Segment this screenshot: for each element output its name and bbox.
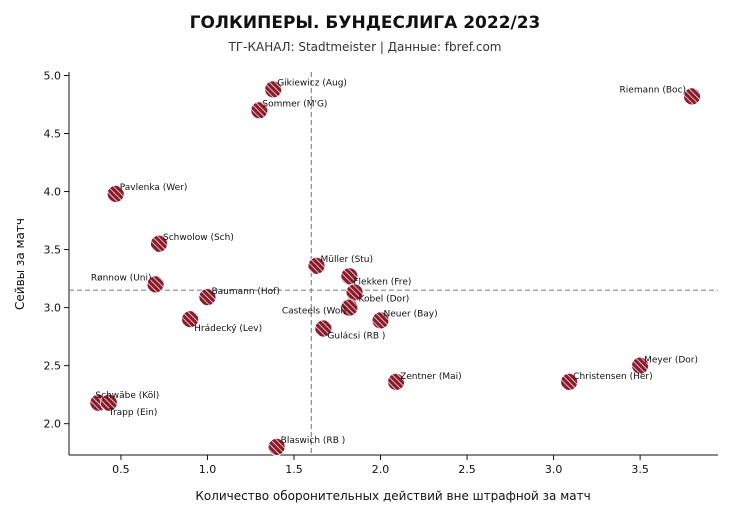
- data-point: [250, 101, 269, 120]
- data-points: [89, 80, 701, 456]
- x-tick-label: 1.0: [199, 463, 217, 476]
- point-label: Sommer (M'G): [262, 99, 327, 109]
- point-label: Kobel (Dor): [359, 295, 410, 305]
- data-point: [371, 311, 390, 330]
- point-label: Gikiewicz (Aug): [277, 78, 347, 88]
- point-label: Schwäbe (Köl): [95, 391, 159, 401]
- point-label: Trapp (Ein): [108, 408, 158, 418]
- reference-lines: [69, 72, 718, 455]
- y-axis-label: Сейвы за матч: [13, 218, 27, 310]
- x-tick-label: 1.5: [285, 463, 303, 476]
- x-tick-label: 2.0: [372, 463, 390, 476]
- x-axis-label: Количество оборонительных действий вне ш…: [195, 489, 590, 503]
- point-label: Flekken (Fre): [353, 277, 411, 287]
- data-point: [106, 184, 125, 203]
- data-point: [631, 356, 650, 375]
- data-point: [150, 234, 168, 253]
- data-point: [340, 298, 359, 317]
- data-point: [314, 319, 333, 338]
- point-label: Baumann (Hof): [211, 287, 279, 297]
- y-tick-label: 4.5: [44, 128, 62, 141]
- x-tick-label: 3.0: [545, 463, 563, 476]
- data-point: [307, 256, 326, 275]
- point-label: Schwolow (Sch): [163, 233, 234, 243]
- point-label: Blaswich (RB ): [281, 436, 346, 446]
- y-tick-label: 2.5: [44, 360, 62, 373]
- data-point: [198, 288, 217, 307]
- chart-title: ГОЛКИПЕРЫ. БУНДЕСЛИГА 2022/23: [190, 13, 541, 33]
- x-tick-label: 2.5: [458, 463, 476, 476]
- data-point: [181, 310, 200, 329]
- y-tick-label: 3.5: [44, 244, 62, 257]
- point-label: Hrádecký (Lev): [194, 324, 262, 334]
- point-label: Riemann (Boc): [620, 85, 687, 95]
- x-tick-label: 3.5: [631, 463, 649, 476]
- point-label: Christensen (Her): [573, 372, 652, 382]
- point-label: Zentner (Mai): [400, 372, 462, 382]
- data-point: [683, 87, 701, 106]
- point-label: Neuer (Bay): [384, 309, 438, 319]
- x-ticks: 0.5 1.0 1.5 2.0 2.5 3.0 3.5: [112, 455, 649, 476]
- point-label: Rønnow (Uni): [91, 273, 152, 283]
- y-tick-label: 4.0: [44, 186, 62, 199]
- y-tick-label: 3.0: [44, 302, 62, 315]
- point-labels: Gikiewicz (Aug) Sommer (M'G) Riemann (Boc)…: [91, 78, 698, 445]
- data-point: [387, 372, 405, 391]
- data-point: [340, 267, 359, 286]
- x-tick-label: 0.5: [112, 463, 130, 476]
- chart-subtitle: ТГ-КАНАЛ: Stadtmeister | Данные: fbref.c…: [228, 40, 502, 54]
- point-label: Gulácsi (RB ): [327, 331, 385, 341]
- y-tick-label: 5.0: [44, 69, 62, 82]
- point-label: Pavlenka (Wer): [120, 183, 188, 193]
- point-label: Meyer (Dor): [644, 356, 698, 366]
- y-ticks: 2.0 2.5 3.0 3.5 4.0 4.5 5.0: [44, 69, 69, 431]
- data-point: [146, 275, 165, 294]
- point-label: Casteels (Wol): [282, 307, 347, 317]
- axes: [68, 72, 718, 456]
- data-point: [560, 372, 579, 391]
- data-point: [264, 80, 283, 99]
- point-label: Müller (Stu): [320, 255, 373, 265]
- y-tick-label: 2.0: [44, 418, 62, 431]
- data-point: [267, 437, 286, 456]
- data-point: [99, 393, 118, 412]
